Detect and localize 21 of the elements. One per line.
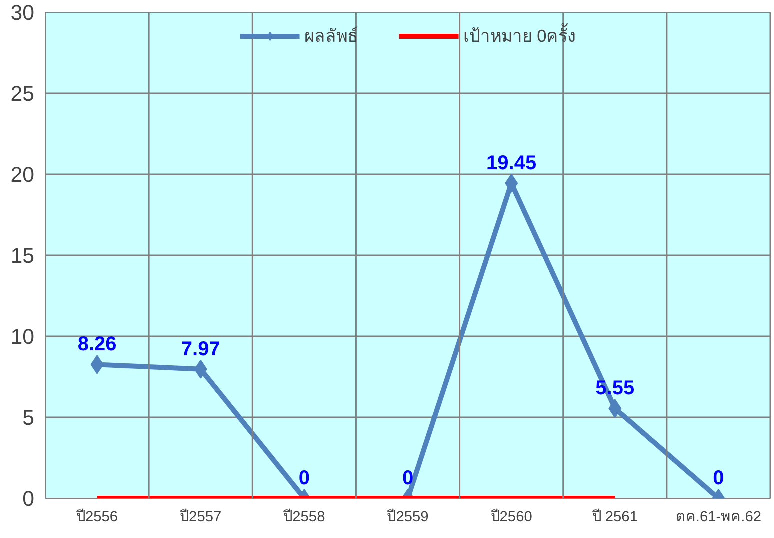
y-tick-label: 10: [10, 325, 35, 349]
x-tick-label: ปี2559: [386, 508, 429, 526]
data-label: 8.26: [78, 334, 117, 356]
y-tick-label: 15: [10, 244, 35, 268]
y-tick-label: 20: [10, 163, 35, 187]
data-label: 0: [402, 468, 414, 490]
data-label: 19.45: [486, 152, 537, 174]
data-label: 0: [713, 468, 724, 490]
x-tick-label: ปี 2561: [591, 508, 638, 526]
y-tick-label: 5: [22, 406, 35, 430]
x-tick-label: ปี2560: [490, 508, 532, 526]
x-tick-label: ตค.61-พค.62: [676, 510, 762, 526]
x-tick-label: ปี2556: [75, 508, 118, 526]
x-tick-label: ปี2557: [179, 508, 222, 526]
y-tick-label: 30: [10, 1, 35, 25]
data-label: 0: [298, 468, 310, 490]
data-label: 5.55: [596, 378, 635, 400]
x-tick-label: ปี2558: [282, 508, 326, 526]
y-tick-label: 25: [10, 82, 35, 106]
data-label: 7.97: [181, 338, 220, 360]
y-tick-label: 0: [22, 487, 35, 511]
